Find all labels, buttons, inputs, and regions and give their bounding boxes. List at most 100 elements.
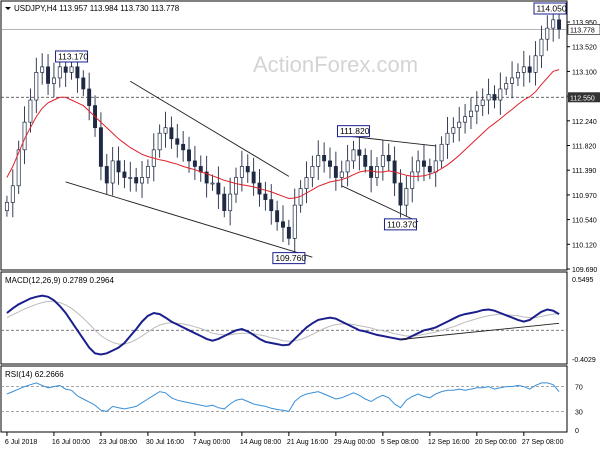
- candle-body: [169, 127, 174, 140]
- candle-body: [492, 94, 497, 101]
- candle-body: [310, 166, 315, 178]
- price-annotation-box: [336, 125, 370, 138]
- candle-body: [386, 155, 391, 162]
- price-axis-label: 110.970: [572, 193, 597, 200]
- x-axis-label: 30 Jul 16:00: [146, 439, 184, 446]
- candle-body: [134, 177, 139, 184]
- candle-body: [463, 116, 468, 123]
- candle-body: [551, 19, 556, 29]
- candle-body: [57, 66, 62, 79]
- candle-body: [187, 149, 191, 162]
- x-axis-label: 29 Aug 00:00: [334, 439, 375, 446]
- macd-line: [6, 294, 560, 356]
- candle-body: [239, 166, 244, 178]
- moving-average-line: [6, 69, 560, 200]
- price-axis-label: 110.540: [572, 218, 597, 225]
- candle-body: [527, 66, 532, 73]
- price-axis-label: 112.240: [572, 119, 597, 126]
- price-axis-label: 113.100: [572, 69, 597, 76]
- x-axis-label: 5 Sep 08:00: [381, 439, 419, 446]
- candle-body: [445, 132, 450, 145]
- candle-body: [404, 188, 409, 206]
- candle-body: [468, 110, 473, 117]
- macd-panel-frame: [0, 271, 568, 365]
- price-annotation-box: [272, 252, 306, 265]
- x-axis-label: 27 Sep 08:00: [522, 439, 564, 446]
- symbol-dropdown-icon[interactable]: [5, 7, 11, 10]
- candle-body: [28, 99, 33, 123]
- candle-body: [545, 27, 550, 40]
- candle-body: [157, 132, 162, 151]
- candle-body: [116, 160, 121, 173]
- candle-body: [234, 177, 238, 195]
- candle-body: [286, 226, 291, 239]
- candle-body: [521, 66, 526, 73]
- candle-body: [163, 127, 168, 134]
- macd-title: MACD(12,26,9) 0.2789 0.2964: [5, 276, 115, 285]
- candle-body: [222, 193, 227, 212]
- candle-body: [474, 105, 479, 112]
- macd-trendline: [400, 322, 560, 340]
- candle-body: [275, 210, 280, 223]
- candle-body: [4, 202, 9, 212]
- candle-body: [422, 160, 426, 167]
- candle-body: [245, 166, 250, 173]
- candle-body: [322, 155, 327, 162]
- candle-body: [416, 160, 421, 173]
- candle-body: [339, 171, 344, 178]
- x-axis-label: 12 Sep 16:00: [428, 439, 470, 446]
- candle-body: [345, 160, 350, 173]
- candle-body: [351, 149, 356, 162]
- candle-body: [75, 66, 80, 79]
- candle-body: [40, 66, 45, 73]
- price-axis-label: 113.950: [572, 20, 597, 27]
- candle-body: [328, 160, 332, 167]
- candle-body: [87, 88, 92, 106]
- candle-body: [110, 160, 115, 184]
- candle-body: [363, 155, 368, 167]
- price-annotation-label: 114.050: [537, 4, 567, 14]
- candle-body: [439, 143, 444, 162]
- candle-body: [281, 221, 285, 228]
- x-axis-label: 21 Aug 16:00: [287, 439, 328, 446]
- candle-body: [228, 193, 233, 212]
- rsi-axis-label: 30: [575, 409, 583, 416]
- x-axis-label: 20 Sep 00:00: [475, 439, 517, 446]
- x-axis-label: 14 Aug 08:00: [240, 439, 281, 446]
- candle-body: [140, 177, 144, 184]
- price-panel-frame: [0, 0, 568, 271]
- candle-body: [51, 77, 56, 84]
- price-annotation-box: [383, 218, 417, 231]
- candle-body: [210, 182, 215, 185]
- symbol-header: USDJPY,H4 113.957 113.984 113.730 113.77…: [14, 4, 180, 13]
- candle-body: [204, 171, 209, 184]
- x-axis-label: 6 Jul 2018: [5, 439, 37, 446]
- candle-body: [46, 66, 51, 84]
- candle-body: [557, 19, 562, 30]
- candle-body: [81, 77, 86, 90]
- price-axis-label: 113.520: [572, 45, 597, 52]
- candle-body: [122, 171, 127, 178]
- price-trendline: [341, 185, 419, 223]
- candle-body: [181, 143, 186, 151]
- candle-body: [216, 182, 221, 195]
- rsi-title: RSI(14) 62.2666: [5, 370, 64, 379]
- macd-axis-label: -0.4029: [572, 357, 596, 364]
- price-axis-label: 109.690: [572, 267, 597, 274]
- x-axis-label: 16 Jul 00:00: [52, 439, 90, 446]
- candle-body: [145, 166, 150, 178]
- resistance-level-tag: [568, 92, 600, 103]
- candle-body: [263, 193, 268, 200]
- candle-body: [357, 149, 362, 156]
- watermark: ActionForex.com: [253, 52, 418, 77]
- candle-body: [433, 160, 438, 173]
- price-annotation-label: 111.820: [340, 126, 370, 136]
- price-trendline: [130, 80, 290, 177]
- candle-body: [16, 149, 21, 187]
- candle-body: [380, 155, 385, 167]
- price-annotation-label: 113.170: [58, 51, 88, 61]
- current-price-tag: [567, 24, 600, 35]
- rsi-panel-frame: [0, 365, 568, 433]
- candle-body: [63, 66, 68, 73]
